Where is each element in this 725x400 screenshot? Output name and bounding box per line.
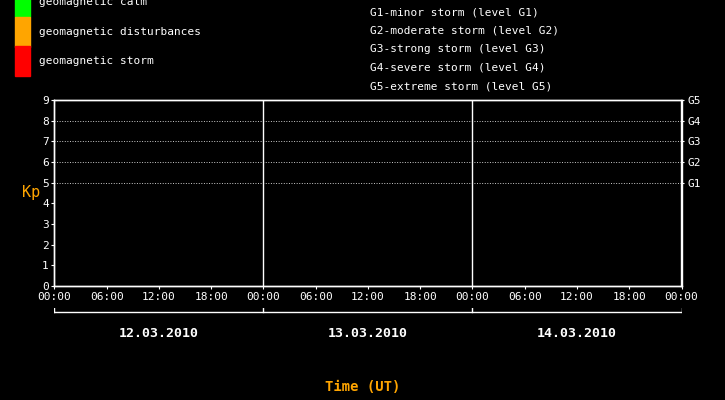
Bar [14,17,30,47]
Text: 14.03.2010: 14.03.2010 [537,327,617,340]
Text: 13.03.2010: 13.03.2010 [328,327,408,340]
Text: geomagnetic calm: geomagnetic calm [39,0,147,8]
Y-axis label: Kp: Kp [22,186,40,200]
Text: Time (UT): Time (UT) [325,380,400,394]
Text: 12.03.2010: 12.03.2010 [119,327,199,340]
Text: G3-strong storm (level G3): G3-strong storm (level G3) [370,44,545,54]
Text: G4-severe storm (level G4): G4-severe storm (level G4) [370,63,545,73]
Text: geomagnetic disturbances: geomagnetic disturbances [39,27,201,37]
Text: G2-moderate storm (level G2): G2-moderate storm (level G2) [370,26,559,36]
Text: G1-minor storm (level G1): G1-minor storm (level G1) [370,7,539,17]
Bar [14,0,30,18]
Text: G5-extreme storm (level G5): G5-extreme storm (level G5) [370,81,552,91]
Text: geomagnetic storm: geomagnetic storm [39,56,154,66]
Bar [14,46,30,76]
